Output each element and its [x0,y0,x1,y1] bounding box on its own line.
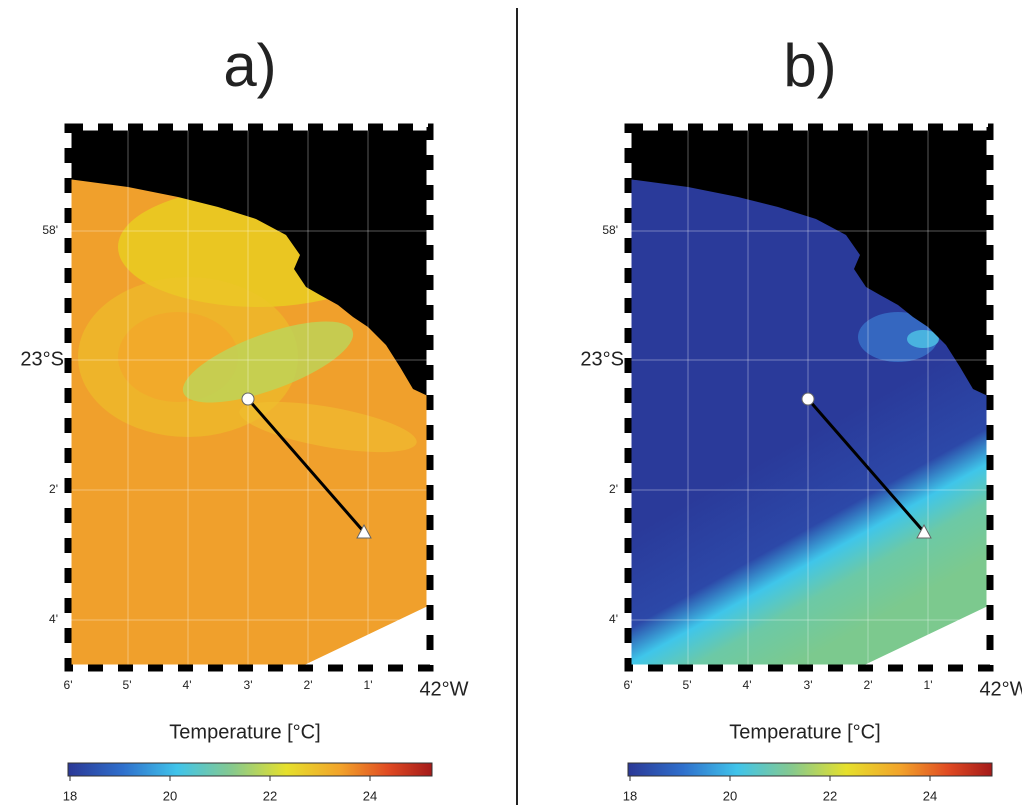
x-axis-label: 2' [864,678,873,692]
colorbar [627,762,993,777]
panel-label: a) [223,32,276,99]
x-axis-label: 6' [624,678,633,692]
map-b [628,127,990,668]
colorbar-tick-label: 24 [363,788,377,803]
colorbar-tick-label: 22 [823,788,837,803]
y-axis-label: 58' [42,223,58,237]
colorbar-tick-label: 18 [63,788,77,803]
x-axis-label: 1' [924,678,933,692]
panel-label: b) [783,32,836,99]
x-axis-label: 42°W [419,678,468,700]
y-axis-label: 2' [609,482,618,496]
colorbar-tick-label: 22 [263,788,277,803]
x-axis-label: 5' [123,678,132,692]
colorbar [67,762,433,777]
map-a [68,127,430,668]
y-axis-label: 4' [49,612,58,626]
x-axis-label: 1' [364,678,373,692]
x-axis-label: 2' [304,678,313,692]
y-axis-label: 2' [49,482,58,496]
x-axis-label: 4' [743,678,752,692]
x-axis-label: 6' [64,678,73,692]
colorbar-title: Temperature [°C] [169,721,320,743]
colorbar-title: Temperature [°C] [729,721,880,743]
y-axis-label: 23°S [20,348,64,370]
colorbar-tick-label: 18 [623,788,637,803]
x-axis-label: 3' [804,678,813,692]
x-axis-label: 3' [244,678,253,692]
y-axis-label: 58' [602,223,618,237]
colorbar-tick-label: 20 [163,788,177,803]
colorbar-tick-label: 24 [923,788,937,803]
y-axis-label: 23°S [580,348,624,370]
x-axis-label: 4' [183,678,192,692]
x-axis-label: 42°W [979,678,1022,700]
y-axis-label: 4' [609,612,618,626]
x-axis-label: 5' [683,678,692,692]
colorbar-tick-label: 20 [723,788,737,803]
